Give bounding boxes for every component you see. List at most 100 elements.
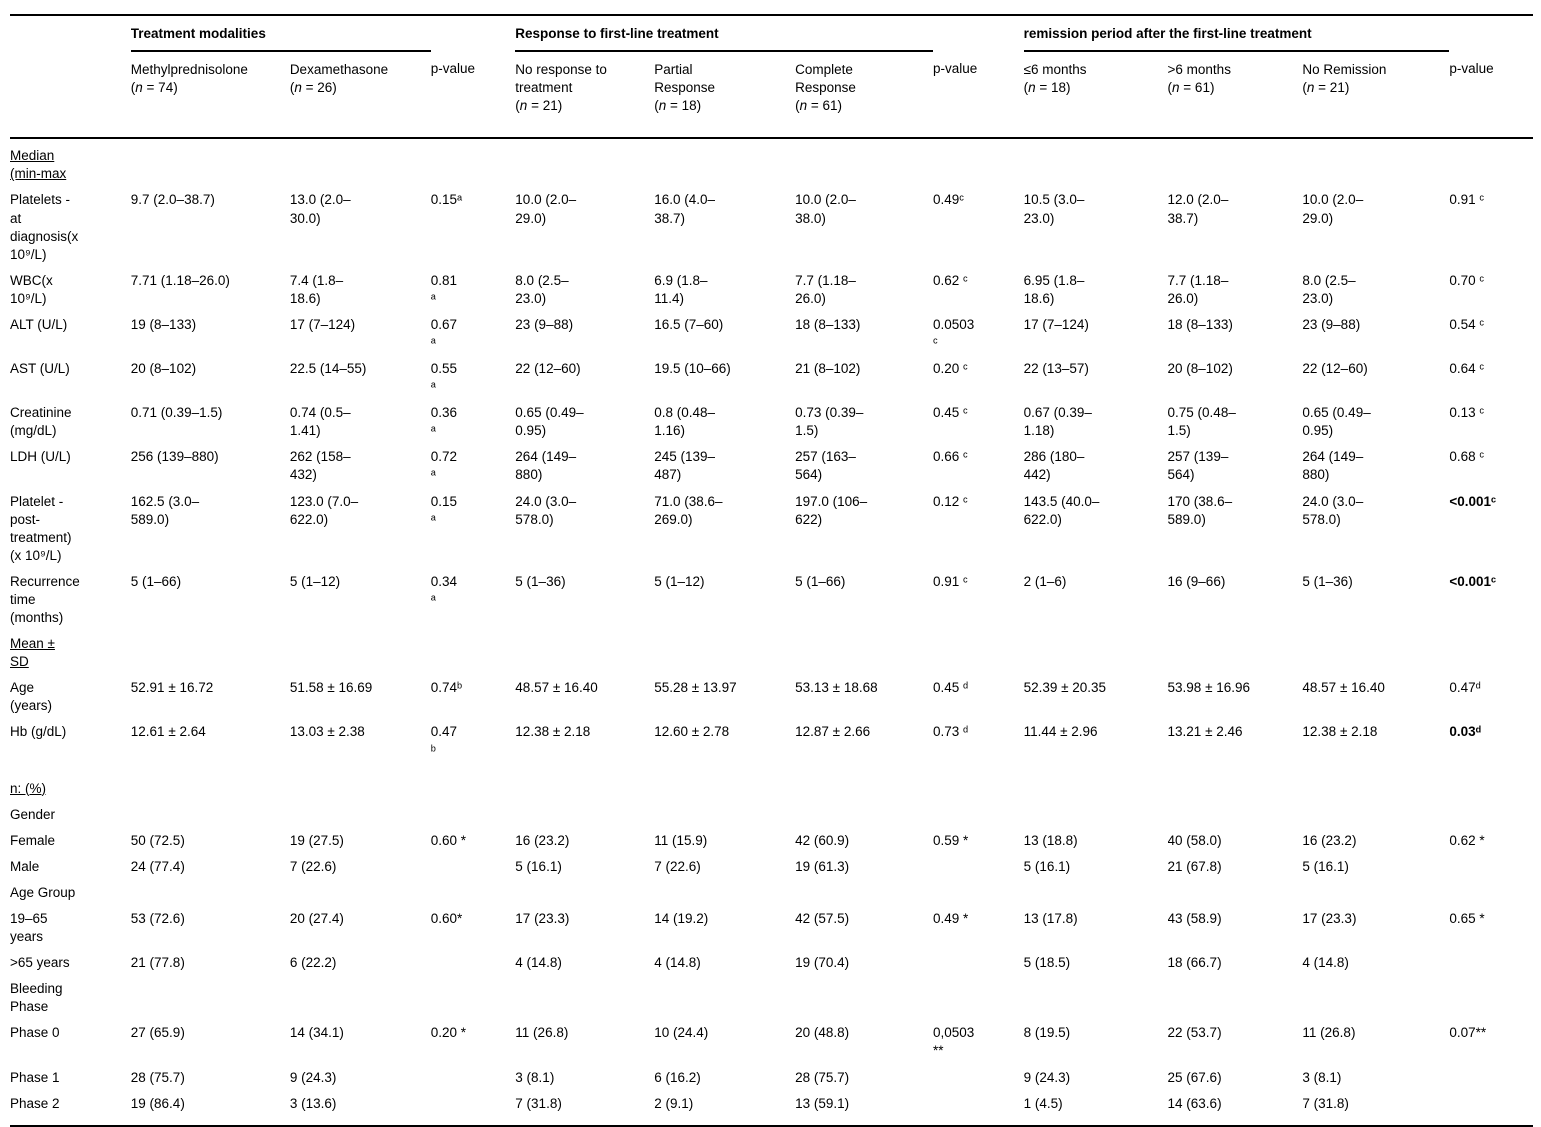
cell: 0.12 ᶜ	[933, 493, 968, 509]
cell	[1449, 1065, 1533, 1091]
cell: 12.60 ± 2.78	[654, 724, 730, 740]
cell	[1024, 802, 1168, 828]
cell: 24.0 (3.0– 578.0)	[515, 493, 577, 527]
cell: 13 (18.8)	[1023, 832, 1078, 848]
cell: 0.20 ᶜ	[933, 361, 968, 377]
cell	[431, 950, 516, 976]
cell: 17 (7–124)	[289, 316, 356, 332]
table-row: Platelet - post- treatment) (x 10⁹/L) 162…	[10, 489, 1533, 569]
cell: 9.7 (2.0–38.7)	[130, 192, 215, 208]
cell: 13.03 ± 2.38	[289, 724, 365, 740]
cell: 6 (22.2)	[289, 955, 337, 971]
cell: 12.87 ± 2.66	[795, 724, 871, 740]
cell: 52.91 ± 16.72	[130, 680, 214, 696]
cell	[515, 880, 654, 906]
cell	[290, 802, 431, 828]
table-row: AST (U/L) 20 (8–102) 22.5 (14–55) 0.55 ᵃ 22 …	[10, 356, 1533, 400]
cell	[1024, 976, 1168, 1020]
row-label-header	[10, 51, 131, 140]
cell: 0.45 ᶜ	[933, 405, 968, 421]
cell: 162.5 (3.0– 589.0)	[130, 493, 200, 527]
cell: 8.0 (2.5– 23.0)	[515, 272, 569, 306]
cell: 22 (13–57)	[1023, 361, 1089, 377]
row-label: Phase 0	[10, 1025, 60, 1041]
cell: 48.57 ± 16.40	[1302, 680, 1385, 696]
cell	[431, 802, 516, 828]
table-row: >65 years 21 (77.8) 6 (22.2) 4 (14.8) 4 (14.…	[10, 950, 1533, 976]
column-header: p-value	[1449, 51, 1533, 140]
cell	[1302, 976, 1449, 1020]
cell: 22 (53.7)	[1167, 1025, 1222, 1041]
row-label: Gender	[10, 806, 56, 822]
cell: 0.34 ᵃ	[430, 573, 458, 607]
cell	[1449, 631, 1533, 675]
cell: 5 (16.1)	[1023, 858, 1071, 874]
cell: 0.62 ᶜ	[933, 272, 968, 288]
column-header: Dexamethasone (n = 26)	[289, 51, 431, 140]
cell	[1449, 1091, 1533, 1126]
cell: 5 (16.1)	[1302, 858, 1349, 874]
cell: <0.001ᶜ	[1449, 573, 1497, 589]
cell: 7 (22.6)	[654, 858, 701, 874]
cell: 0.15 ᵃ	[430, 493, 458, 527]
row-label: LDH (U/L)	[10, 449, 71, 465]
cell	[131, 802, 290, 828]
row-label: WBC(x 10⁹/L)	[10, 272, 53, 306]
cell	[515, 764, 654, 802]
column-header: Complete Response (n = 61)	[795, 51, 934, 140]
cell	[290, 631, 431, 675]
cell: 6.9 (1.8– 11.4)	[654, 272, 708, 306]
group-header-spacer	[10, 13, 131, 52]
column-header: Partial Response (n = 18)	[654, 51, 796, 140]
clinical-characteristics-table: Treatment modalities Response to first-li…	[10, 13, 1533, 1127]
cell: 53.98 ± 16.96	[1167, 680, 1251, 696]
cell: 23 (9–88)	[515, 316, 574, 332]
cell: 19.5 (10–66)	[654, 361, 731, 377]
cell: 13.21 ± 2.46	[1167, 724, 1243, 740]
cell: 0.73 ᵈ	[933, 724, 969, 740]
cell: 12.38 ± 2.18	[515, 724, 591, 740]
table-row: WBC(x 10⁹/L) 7.71 (1.18–26.0) 7.4 (1.8– 18…	[10, 268, 1533, 312]
row-label: Age Group	[10, 884, 76, 900]
cell	[933, 1065, 1024, 1091]
cell: 0.47ᵈ	[1449, 680, 1481, 696]
cell	[431, 138, 516, 187]
row-label: Male	[10, 858, 40, 874]
table-body: Median (min-max Platelets - at diagnosis(…	[10, 138, 1533, 1125]
cell: 123.0 (7.0– 622.0)	[289, 493, 359, 527]
cell	[131, 631, 290, 675]
cell	[515, 802, 654, 828]
cell	[290, 880, 431, 906]
cell: 6 (16.2)	[654, 1069, 701, 1085]
cell: 245 (139– 487)	[654, 449, 716, 483]
group-header: remission period after the first-line tr…	[1023, 13, 1450, 53]
cell	[131, 764, 290, 802]
table-row: Age (years) 52.91 ± 16.72 51.58 ± 16.69 0.7…	[10, 675, 1533, 719]
group-header: Treatment modalities	[130, 13, 431, 53]
cell: 7.7 (1.18– 26.0)	[795, 272, 856, 306]
cell: 14 (63.6)	[1167, 1095, 1222, 1111]
cell: 11.44 ± 2.96	[1023, 724, 1098, 740]
cell: 257 (163– 564)	[795, 449, 856, 483]
section-row: Mean ± SD	[10, 631, 1533, 675]
cell: 19 (8–133)	[130, 316, 197, 332]
cell: 143.5 (40.0– 622.0)	[1023, 493, 1100, 527]
cell: 18 (66.7)	[1167, 955, 1222, 971]
column-header: No Remission (n = 21)	[1302, 51, 1450, 140]
cell: 42 (57.5)	[795, 910, 850, 926]
table-row: Platelets - at diagnosis(x 10⁹/L) 9.7 (2.…	[10, 187, 1533, 267]
cell: 20 (8–102)	[130, 361, 197, 377]
column-header-row: Methylprednisolone (n = 74) Dexamethasone…	[10, 51, 1533, 140]
cell: 43 (58.9)	[1167, 910, 1222, 926]
cell	[1168, 802, 1303, 828]
cell	[1168, 880, 1303, 906]
cell: 16.0 (4.0– 38.7)	[654, 192, 715, 226]
cell: 21 (8–102)	[795, 361, 861, 377]
cell	[933, 880, 1024, 906]
cell: 13 (59.1)	[795, 1095, 850, 1111]
cell: 3 (8.1)	[515, 1069, 555, 1085]
cell	[1168, 764, 1303, 802]
cell: 11 (26.8)	[1302, 1025, 1356, 1041]
cell	[795, 880, 933, 906]
cell: 17 (23.3)	[515, 910, 570, 926]
